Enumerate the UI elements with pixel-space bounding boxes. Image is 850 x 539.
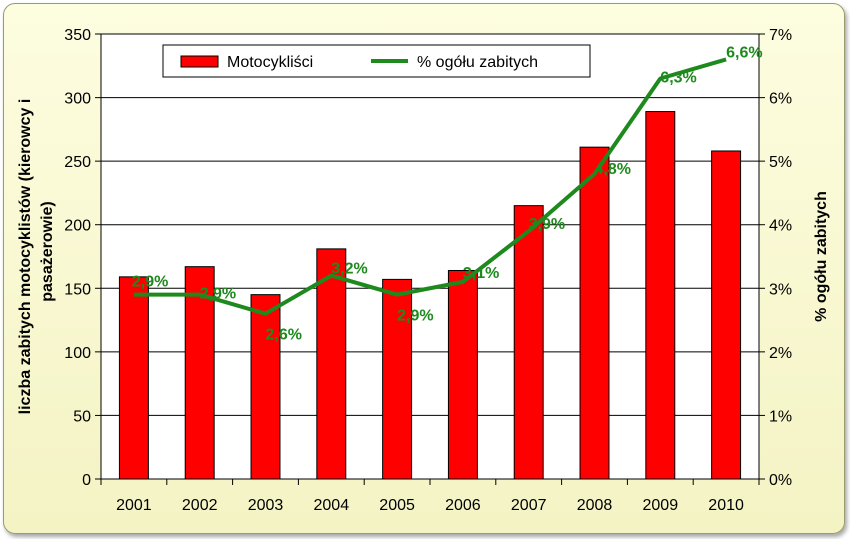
data-labels: 2,9% 2,9% 2,6% 3,2% 2,9% 3,1% 3,9% 4,8% 6,3% 6,6% xyxy=(132,44,763,343)
y2-tick-label: 6% xyxy=(769,91,792,108)
bar xyxy=(118,276,149,480)
y2-tick-label: 4% xyxy=(769,218,792,235)
x-tick-label: 2010 xyxy=(708,497,744,514)
y2-tick-label: 5% xyxy=(769,154,792,171)
legend-swatch-bar xyxy=(180,55,219,68)
bar xyxy=(316,248,347,480)
bar xyxy=(579,146,610,480)
chart-frame: 2,9% 2,9% 2,6% 3,2% 2,9% 3,1% 3,9% 4,8% 6,3% 6,6%… xyxy=(3,3,845,534)
y2-tick-label: 3% xyxy=(769,281,792,298)
data-label: 6,3% xyxy=(660,70,696,87)
legend-label-bar: Motocykliści xyxy=(227,54,313,71)
data-label: 2,6% xyxy=(266,327,302,344)
axes xyxy=(95,33,765,485)
data-label: 3,1% xyxy=(463,265,499,282)
data-label: 2,9% xyxy=(397,308,433,325)
y-tick-label: 300 xyxy=(64,91,91,108)
y2-tick-label: 2% xyxy=(769,345,792,362)
bar xyxy=(645,111,676,480)
x-tick-label: 2006 xyxy=(445,497,481,514)
y-axis-title: liczba zabitych motocyklistów (kierowcy … xyxy=(17,99,34,415)
data-label: 3,2% xyxy=(331,261,367,278)
axis-titles: liczba zabitych motocyklistów (kierowcy … xyxy=(17,99,830,415)
y2-tick-label: 7% xyxy=(769,27,792,44)
bar xyxy=(184,266,215,480)
x-tick-label: 2009 xyxy=(643,497,679,514)
x-tick-label: 2004 xyxy=(314,497,350,514)
data-label: 3,9% xyxy=(529,216,565,233)
bar xyxy=(711,150,742,480)
y-tick-label: 50 xyxy=(73,408,91,425)
line-series xyxy=(133,57,727,316)
data-label: 6,6% xyxy=(726,44,762,61)
y-tick-label: 150 xyxy=(64,281,91,298)
y-tick-label: 200 xyxy=(64,218,91,235)
y-tick-label: 0 xyxy=(82,472,91,489)
data-label: 4,8% xyxy=(595,161,631,178)
y-tick-label: 350 xyxy=(64,27,91,44)
y2-tick-label: 0% xyxy=(769,472,792,489)
x-tick-label: 2003 xyxy=(248,497,284,514)
bar xyxy=(382,278,413,480)
data-label: 2,9% xyxy=(132,274,168,291)
bar xyxy=(513,205,544,480)
bar xyxy=(447,269,478,480)
tick-labels: 0 50 100 150 200 250 300 350 0% 1% 2% 3% 4% 5% 6% 7% 200… xyxy=(64,27,792,514)
data-label: 2,9% xyxy=(200,286,236,303)
y2-axis-title: % ogółu zabitych xyxy=(813,191,830,322)
y2-tick-label: 1% xyxy=(769,408,792,425)
legend-label-line: % ogółu zabitych xyxy=(417,54,538,71)
y-axis-title-line2: pasażerowie) xyxy=(39,201,56,301)
legend: Motocykliści % ogółu zabitych xyxy=(162,44,591,78)
bar xyxy=(250,294,281,480)
x-tick-label: 2002 xyxy=(182,497,218,514)
x-tick-label: 2005 xyxy=(379,497,415,514)
x-tick-label: 2008 xyxy=(577,497,613,514)
combo-chart: 2,9% 2,9% 2,6% 3,2% 2,9% 3,1% 3,9% 4,8% 6,3% 6,6%… xyxy=(17,27,830,514)
x-tick-label: 2001 xyxy=(116,497,152,514)
y-tick-label: 100 xyxy=(64,345,91,362)
y-tick-label: 250 xyxy=(64,154,91,171)
series-line xyxy=(133,57,727,316)
x-tick-label: 2007 xyxy=(511,497,547,514)
